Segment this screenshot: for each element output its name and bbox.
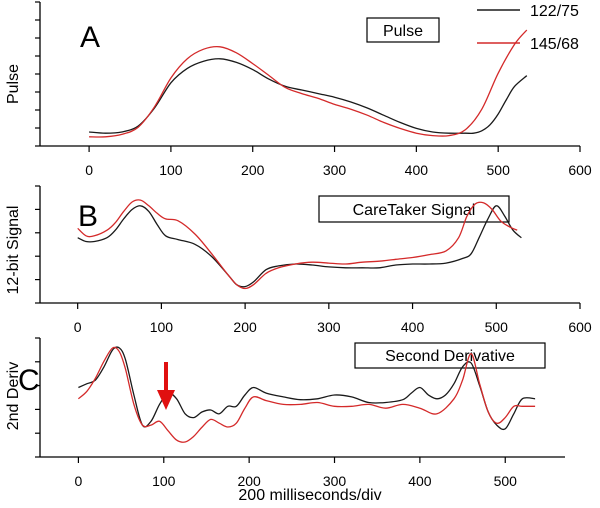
x-tick-label: 100 bbox=[150, 319, 174, 335]
legend-label-122-75: 122/75 bbox=[530, 3, 579, 20]
x-tick-label: 300 bbox=[323, 162, 347, 178]
x-tick-label: 400 bbox=[405, 162, 429, 178]
x-tick-label: 0 bbox=[74, 319, 82, 335]
x-tick-label: 200 bbox=[237, 473, 261, 489]
x-tick-label: 600 bbox=[568, 319, 592, 335]
x-tick-label: 200 bbox=[241, 162, 265, 178]
panel-c-annotation: Second Derivative bbox=[385, 348, 515, 365]
legend-label-145-68: 145/68 bbox=[530, 36, 579, 53]
panel-a-annotation: Pulse bbox=[383, 23, 423, 40]
panel-b-letter: B bbox=[78, 200, 98, 233]
x-tick-label: 300 bbox=[317, 319, 341, 335]
panel-b: 0 100 200 300 400 500 600 12-bit Signal B Care… bbox=[5, 185, 592, 335]
panel-c-ylabel: 2nd Deriv bbox=[5, 362, 22, 430]
panel-a-x-ticks: 0 100 200 300 400 500 600 bbox=[85, 146, 592, 178]
legend: 122/75 145/68 bbox=[477, 3, 579, 53]
panel-a-y-ticks bbox=[35, 1, 40, 147]
x-tick-label: 100 bbox=[152, 473, 176, 489]
red-arrow-icon bbox=[157, 362, 175, 410]
panel-a-series bbox=[89, 29, 528, 138]
panel-c-letter: C bbox=[18, 364, 40, 397]
x-tick-label: 600 bbox=[568, 162, 592, 178]
panel-b-x-ticks: 0 100 200 300 400 500 600 bbox=[74, 303, 592, 335]
x-axis-title: 200 milliseconds/div bbox=[238, 487, 381, 504]
panel-c-x-ticks: 0 100 200 300 400 500 bbox=[75, 457, 518, 489]
panel-b-series bbox=[77, 199, 522, 290]
x-tick-label: 500 bbox=[485, 319, 509, 335]
panel-a-ylabel: Pulse bbox=[5, 64, 22, 104]
x-tick-label: 500 bbox=[494, 473, 518, 489]
panel-a-series-122-75 bbox=[89, 58, 528, 135]
panel-c-y-ticks bbox=[35, 337, 40, 458]
x-tick-label: 400 bbox=[408, 473, 432, 489]
x-tick-label: 200 bbox=[233, 319, 257, 335]
panel-c-series bbox=[77, 346, 536, 443]
panel-b-ylabel: 12-bit Signal bbox=[5, 206, 22, 295]
panel-a-annotation-box bbox=[366, 17, 440, 43]
panel-b-annotation: CareTaker Signal bbox=[353, 202, 476, 219]
x-tick-label: 500 bbox=[487, 162, 511, 178]
panel-a-letter: A bbox=[80, 21, 100, 54]
panel-b-y-ticks bbox=[35, 185, 40, 304]
panel-a-series-145-68 bbox=[89, 29, 528, 138]
x-tick-label: 100 bbox=[159, 162, 183, 178]
x-tick-label: 0 bbox=[85, 162, 93, 178]
panel-b-series-122-75 bbox=[77, 205, 522, 288]
panel-c-series-145-68 bbox=[77, 346, 536, 443]
x-tick-label: 0 bbox=[75, 473, 83, 489]
panel-a: 0 100 200 300 400 500 600 Pulse A Pulse bbox=[5, 1, 592, 178]
panel-b-series-145-68 bbox=[77, 199, 518, 290]
panel-c-annotation-box bbox=[354, 342, 546, 369]
x-tick-label: 300 bbox=[323, 473, 347, 489]
panel-b-annotation-box bbox=[318, 195, 510, 223]
panel-c: 0 100 200 300 400 500 2nd Deriv C Second Deri… bbox=[5, 337, 565, 489]
x-tick-label: 400 bbox=[401, 319, 425, 335]
